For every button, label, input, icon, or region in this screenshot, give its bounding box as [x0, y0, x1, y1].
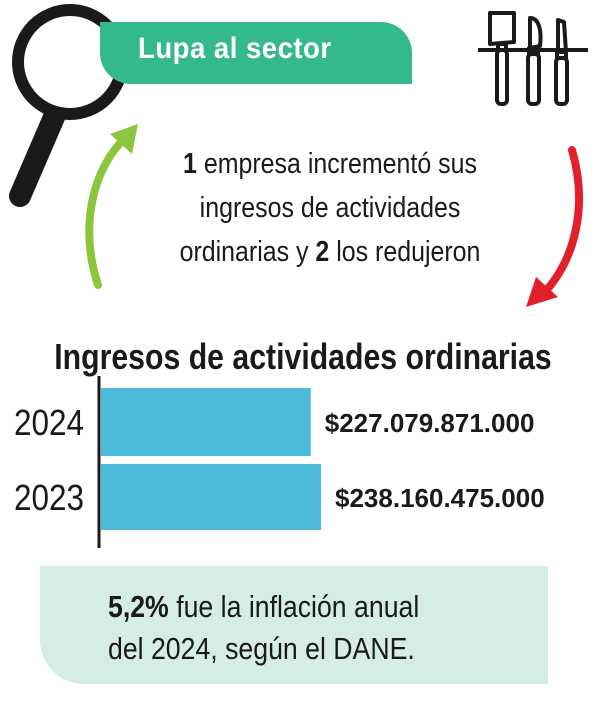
note-line-2: del 2024, según el DANE.: [108, 631, 415, 666]
note-line-1-text: fue la inflación anual: [176, 589, 420, 624]
note-line-1: 5,2% fue la inflación anual: [108, 586, 419, 628]
bar-2023: [101, 464, 321, 530]
banner-label: Lupa al sector: [138, 32, 332, 65]
section-banner: [100, 22, 412, 84]
arrow-up-icon: [85, 124, 138, 289]
count-decreased: 2: [315, 236, 330, 268]
statement-text-down: los redujeron: [336, 236, 481, 268]
company-statement: 1 empresa incrementó sus ingresos de act…: [158, 142, 502, 274]
knives-icon: [478, 11, 588, 106]
bar-chart: 2024 $227.079.871.000 2023 $238.160.475.000: [14, 376, 545, 548]
category-label-2023: 2023: [14, 477, 84, 518]
count-increased: 1: [183, 148, 197, 180]
category-label-2024: 2024: [14, 402, 84, 443]
arrow-down-icon: [526, 146, 583, 307]
statement-text-up: empresa incrementó sus ingresos de activ…: [179, 148, 477, 268]
bar-2024: [101, 388, 311, 456]
inflation-value: 5,2%: [108, 589, 169, 624]
value-label-2024: $227.079.871.000: [325, 408, 535, 438]
value-label-2023: $238.160.475.000: [335, 483, 545, 513]
chart-title: Ingresos de actividades ordinarias: [54, 336, 552, 377]
inflation-note: 5,2% fue la inflación anual del 2024, se…: [108, 586, 419, 670]
inflation-note-box: [40, 566, 548, 684]
